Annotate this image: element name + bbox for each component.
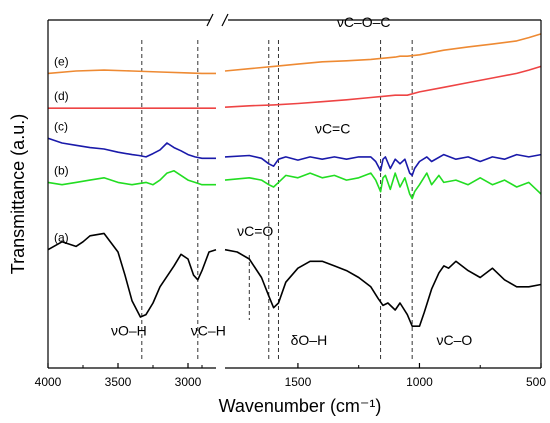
series-line	[47, 170, 216, 186]
series-curves	[47, 33, 542, 328]
x-tick-label: 3500	[105, 375, 132, 389]
series-line	[224, 172, 542, 200]
annotation-label: νC–O–C	[337, 14, 391, 30]
curve-labels: (a) (b) (c) (d) (e)	[54, 54, 69, 244]
reference-lines	[141, 40, 413, 360]
annotation-label: νO–H	[111, 323, 147, 339]
x-tick-labels: 4000 3500 3000 1500 1000 500	[35, 375, 547, 389]
x-tick-label: 1000	[406, 375, 433, 389]
axis-break-mark	[206, 13, 214, 27]
annotation-label: νC=O	[237, 223, 273, 239]
x-tick-label: 500	[526, 375, 546, 389]
series-label: (e)	[54, 54, 69, 68]
x-tick-label: 3000	[175, 375, 202, 389]
axis-break-mark	[221, 13, 229, 27]
series-line	[47, 137, 216, 160]
x-tick-label: 4000	[35, 375, 62, 389]
series-line	[224, 33, 542, 72]
annotation-label: δO–H	[291, 332, 328, 348]
series-line	[224, 248, 542, 328]
series-line	[224, 65, 542, 108]
x-axis-title: Wavenumber (cm⁻¹)	[219, 396, 382, 416]
annotations: νO–H νC–H νC=O δO–H νC–O νC=C νC–O–C	[111, 14, 472, 348]
series-label: (c)	[54, 119, 68, 133]
series-line	[47, 232, 217, 318]
axes	[47, 13, 542, 369]
series-line	[47, 69, 216, 75]
series-label: (a)	[54, 231, 69, 245]
y-axis-title: Transmittance (a.u.)	[8, 114, 28, 274]
x-tick-label: 1500	[285, 375, 312, 389]
series-label: (b)	[54, 163, 69, 177]
series-label: (d)	[54, 89, 69, 103]
series-line	[224, 153, 542, 177]
annotation-label: νC–H	[191, 323, 226, 339]
annotation-label: νC=C	[315, 121, 350, 137]
annotation-label: νC–O	[436, 332, 472, 348]
